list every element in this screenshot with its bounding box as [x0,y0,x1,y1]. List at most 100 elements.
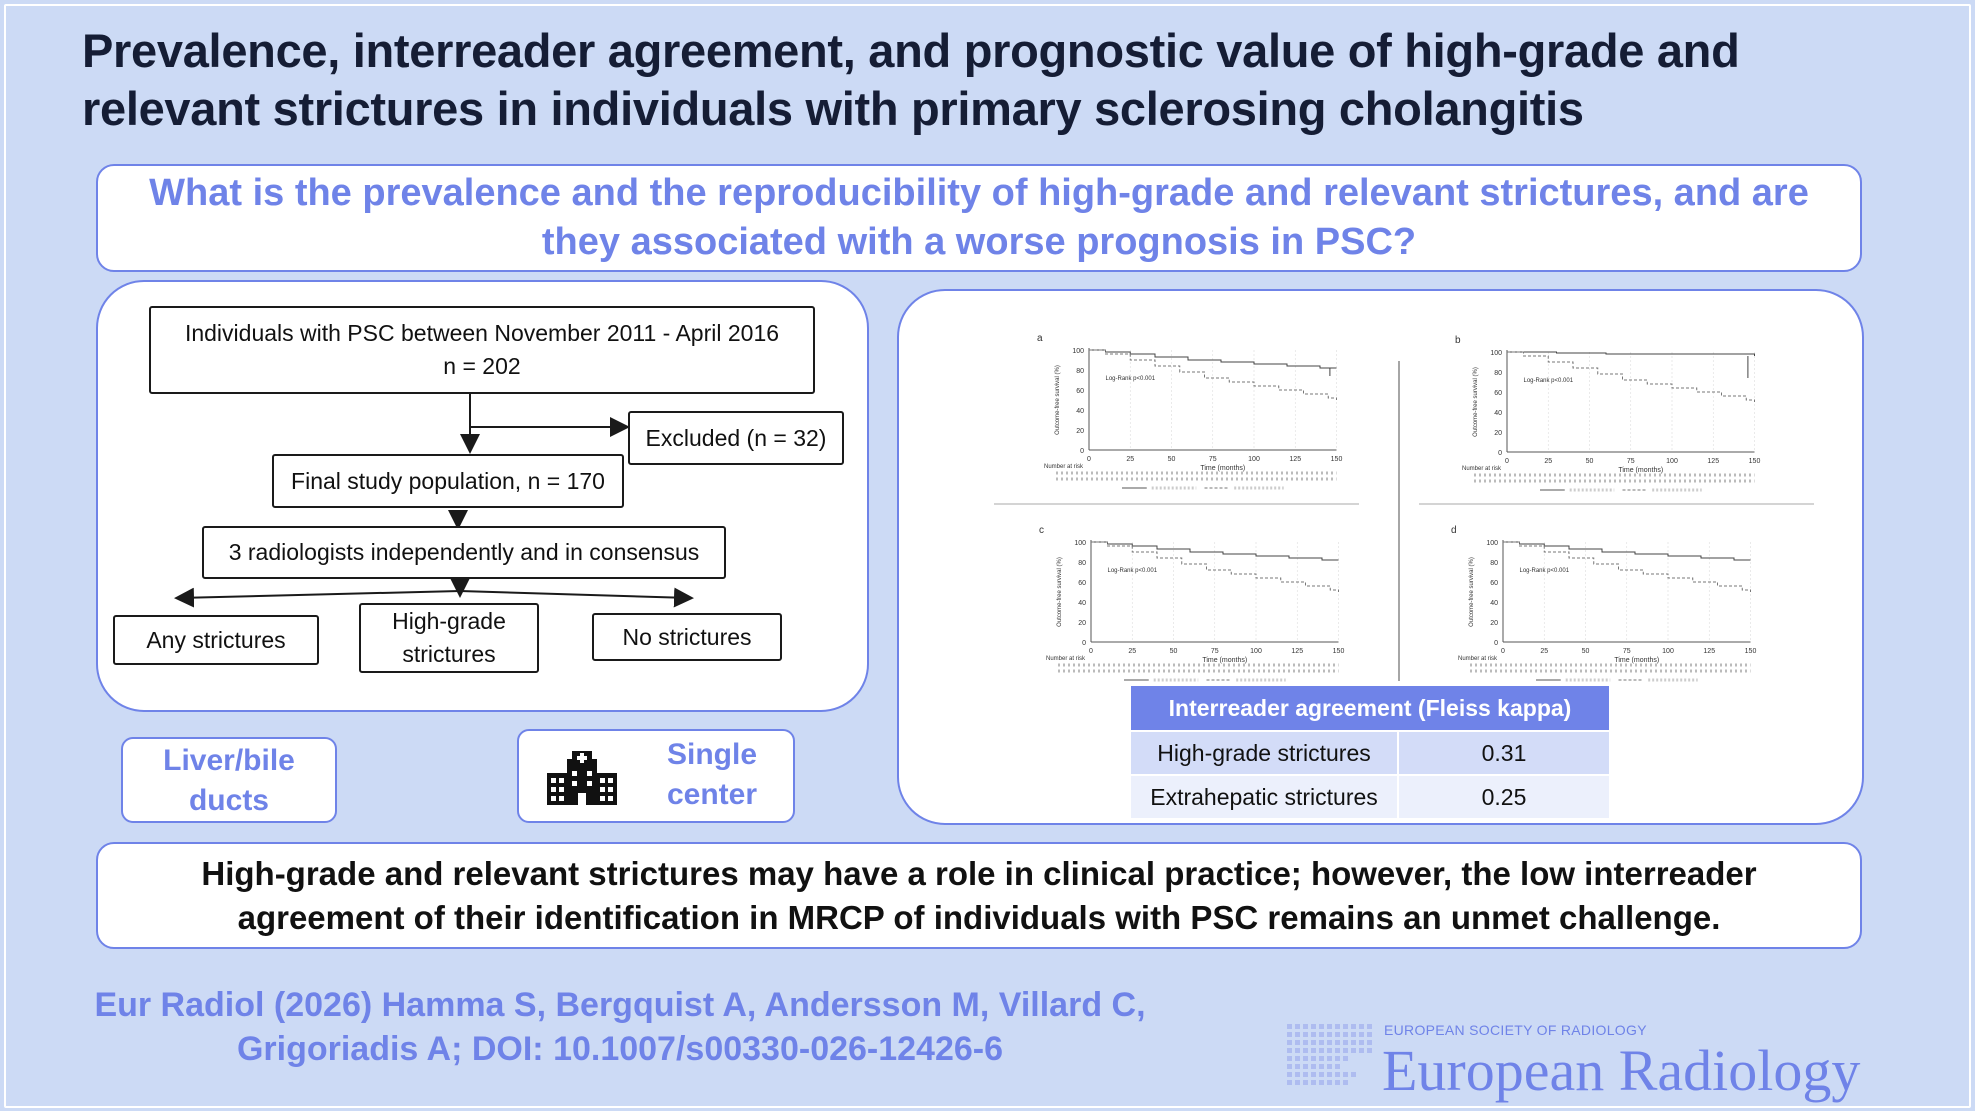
km-y-tick: 40 [1076,408,1084,415]
flow-box-radiologists-label: 3 radiologists independently and in cons… [228,539,700,565]
km-x-tick: 50 [1170,648,1178,655]
km-x-tick: 25 [1128,648,1136,655]
km-x-tick: 75 [1211,648,1219,655]
km-x-tick: 100 [1250,648,1262,655]
citation: Eur Radiol (2026) Hamma S, Bergquist A, … [94,986,1146,1068]
km-x-tick: 100 [1248,456,1260,463]
km-y-tick: 100 [1486,540,1498,547]
km-x-tick: 75 [1209,456,1217,463]
km-x-tick: 75 [1627,458,1635,465]
km-logrank: Log-Rank p<0.001 [1524,378,1574,384]
flow-box-none: No strictures [592,613,782,661]
flow-box-final: Final study population, n = 170 [272,454,624,508]
center-tag: Single center [517,729,795,823]
km-y-tick: 0 [1082,640,1086,647]
km-x-label: Time (months) [1614,657,1659,664]
km-y-tick: 80 [1490,560,1498,567]
km-x-tick: 25 [1540,648,1548,655]
km-y-tick: 80 [1494,370,1502,377]
page-frame [4,4,1971,1108]
page-title: Prevalence, interreader agreement, and p… [82,24,1740,135]
research-question-box: What is the prevalence and the reproduci… [96,164,1862,272]
km-curve-strictures [1503,541,1751,592]
km-y-tick: 20 [1490,620,1498,627]
km-logrank: Log-Rank p<0.001 [1108,568,1158,574]
conclusion-box: High-grade and relevant strictures may h… [96,842,1862,949]
km-y-tick: 40 [1490,600,1498,607]
kappa-row-value: 0.31 [1397,730,1609,775]
table-row: Extrahepatic strictures 0.25 [1131,774,1609,818]
km-curve-reference [1091,541,1339,561]
organ-tag: Liver/bile ducts [121,737,337,823]
km-risk-label: Number at risk [1046,656,1086,662]
kappa-row-value: 0.25 [1397,774,1609,818]
flow-box-radiologists: 3 radiologists independently and in cons… [202,526,726,579]
flow-box-high-grade: High-grade strictures [359,603,539,673]
km-risk-label: Number at risk [1458,656,1498,662]
km-y-tick: 20 [1076,428,1084,435]
organ-tag-line1: Liver/bile [163,744,295,777]
km-x-tick: 0 [1089,648,1093,655]
kappa-row-label: High-grade strictures [1131,730,1398,775]
flow-box-any: Any strictures [113,615,319,665]
km-x-tick: 25 [1544,458,1552,465]
km-y-tick: 0 [1080,448,1084,455]
hospital-icon [547,751,617,805]
km-y-label: Outcome-free survival (%) [1055,365,1061,435]
km-x-tick: 125 [1291,648,1303,655]
km-y-tick: 100 [1074,540,1086,547]
km-panel-letter: a [1037,333,1043,344]
km-y-tick: 80 [1076,368,1084,375]
km-y-tick: 40 [1494,410,1502,417]
km-x-label: Time (months) [1618,467,1663,474]
km-x-tick: 150 [1745,648,1757,655]
km-y-label: Outcome-free survival (%) [1057,557,1063,627]
flow-box-final-label: Final study population, n = 170 [291,467,605,494]
km-risk-label: Number at risk [1462,466,1502,472]
kappa-table-header: Interreader agreement (Fleiss kappa) [1131,686,1609,731]
km-curve-strictures [1091,541,1339,592]
flow-box-excluded: Excluded (n = 32) [628,411,844,465]
km-y-tick: 100 [1072,348,1084,355]
km-curve-reference [1507,351,1755,356]
km-y-tick: 60 [1076,388,1084,395]
km-x-tick: 100 [1662,648,1674,655]
km-x-tick: 75 [1623,648,1631,655]
table-row: High-grade strictures 0.31 [1131,730,1609,775]
center-tag-text: Single center [637,735,787,815]
km-x-tick: 50 [1582,648,1590,655]
km-y-tick: 60 [1490,580,1498,587]
km-x-tick: 125 [1289,456,1301,463]
flowchart-panel: Individuals with PSC between November 20… [96,280,869,712]
km-y-tick: 0 [1494,640,1498,647]
km-curve-reference [1503,541,1751,561]
km-figure-panel: a 0 20 40 60 80 100 0 25 50 75 100 125 150 Time (month… [897,289,1864,825]
km-y-tick: 0 [1498,450,1502,457]
conclusion-text: High-grade and relevant strictures may h… [201,854,1757,936]
km-y-label: Outcome-free survival (%) [1469,557,1475,627]
km-y-tick: 20 [1494,430,1502,437]
km-x-tick: 0 [1087,456,1091,463]
flow-box-none-label: No strictures [622,623,752,650]
km-logrank: Log-Rank p<0.001 [1106,376,1156,382]
flow-box-population-line2: n = 202 [443,353,521,379]
flow-box-population: Individuals with PSC between November 20… [149,306,815,394]
arrow-to-any [174,587,461,608]
km-x-tick: 0 [1501,648,1505,655]
flow-box-any-label: Any strictures [146,626,286,653]
km-curve-reference [1089,349,1337,369]
km-y-tick: 60 [1078,580,1086,587]
kappa-table: Interreader agreement (Fleiss kappa) Hig… [1131,686,1609,818]
km-x-tick: 100 [1666,458,1678,465]
km-x-label: Time (months) [1202,657,1247,664]
km-x-tick: 150 [1749,458,1761,465]
arrow-to-none [459,587,694,608]
km-curve-strictures [1507,351,1755,402]
km-x-tick: 125 [1707,458,1719,465]
km-x-tick: 150 [1331,456,1343,463]
organ-tag-line2: ducts [188,784,269,817]
km-y-tick: 80 [1078,560,1086,567]
km-curve-strictures [1089,349,1337,400]
flow-box-high-grade-line2: strictures [402,641,496,667]
km-x-tick: 150 [1333,648,1345,655]
